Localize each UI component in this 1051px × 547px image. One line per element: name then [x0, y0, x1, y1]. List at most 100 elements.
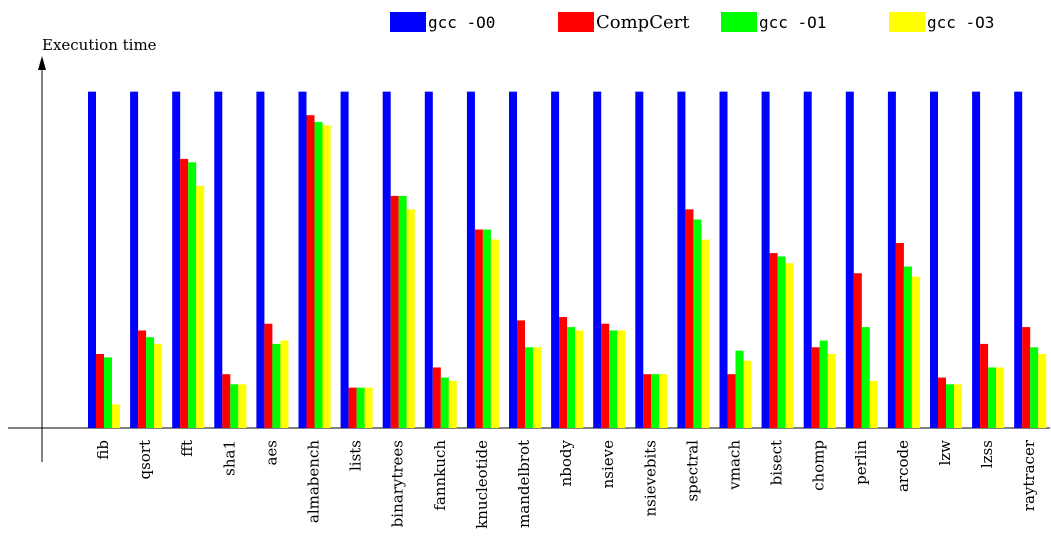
- bar: [146, 337, 155, 428]
- bar: [1022, 327, 1031, 428]
- bar: [214, 91, 223, 429]
- bar: [390, 195, 399, 428]
- x-tick-label: arcode: [894, 440, 912, 492]
- legend-label: CompCert: [596, 12, 690, 33]
- bar: [735, 350, 744, 428]
- bar: [88, 91, 96, 429]
- x-tick-label: lzss: [978, 440, 996, 468]
- bar: [466, 91, 475, 429]
- legend-label: gcc -O0: [428, 13, 495, 32]
- bar: [972, 91, 981, 429]
- bar: [440, 377, 449, 428]
- x-tick-label: sha1: [220, 440, 238, 476]
- x-tick-label: fib: [94, 440, 112, 460]
- bar: [272, 343, 281, 428]
- x-tick-label: raytracer: [1020, 439, 1038, 511]
- y-axis-arrow: [38, 56, 46, 70]
- bar: [743, 360, 752, 428]
- legend-swatch: [889, 12, 925, 32]
- bar: [980, 343, 989, 428]
- bar: [322, 125, 331, 428]
- bar: [104, 357, 112, 428]
- x-tick-label: spectral: [683, 440, 701, 502]
- bar: [180, 158, 189, 428]
- bar: [238, 384, 247, 428]
- bar: [861, 327, 870, 428]
- x-tick-label: bisect: [768, 440, 786, 485]
- bar: [230, 384, 239, 428]
- bar: [651, 374, 660, 428]
- bar: [448, 380, 457, 428]
- bar: [138, 330, 147, 428]
- bar: [525, 347, 533, 428]
- bar: [769, 253, 778, 428]
- bar: [364, 387, 373, 428]
- x-tick-label: binarytrees: [389, 440, 407, 527]
- bar: [869, 380, 878, 428]
- bar: [96, 354, 104, 428]
- bar: [314, 121, 323, 428]
- x-tick-label: nsieve: [599, 440, 617, 489]
- bar: [406, 209, 415, 428]
- x-tick-label: mandelbrot: [515, 440, 533, 528]
- bar: [298, 91, 307, 429]
- bar: [188, 162, 197, 429]
- bar: [567, 327, 576, 428]
- bar: [112, 404, 120, 428]
- x-tick-label: fannkuch: [431, 440, 449, 511]
- bar: [761, 91, 770, 429]
- bar: [903, 266, 912, 428]
- bar: [1038, 354, 1047, 428]
- bar: [382, 91, 391, 429]
- x-tick-label: chomp: [810, 440, 828, 491]
- bar: [172, 91, 181, 429]
- bar: [222, 374, 231, 428]
- bar: [474, 229, 483, 428]
- bar: [306, 115, 315, 428]
- bar: [946, 384, 954, 428]
- bar: [424, 91, 433, 429]
- bar: [575, 330, 584, 428]
- legend-swatch: [721, 12, 757, 32]
- bar: [895, 243, 904, 428]
- bar: [887, 91, 896, 429]
- x-tick-label: perlin: [852, 440, 870, 485]
- bar: [677, 91, 686, 429]
- x-tick-label: qsort: [136, 440, 154, 480]
- bar: [930, 91, 938, 429]
- bar: [356, 387, 365, 428]
- legend-swatch: [390, 12, 426, 32]
- bar: [601, 323, 610, 428]
- x-tick-label: aes: [262, 440, 280, 466]
- bar: [853, 273, 862, 428]
- bar: [954, 384, 962, 428]
- bar: [685, 209, 694, 428]
- bar: [803, 91, 812, 429]
- x-tick-label: lzw: [936, 440, 954, 466]
- legend-label: gcc -O3: [927, 13, 994, 32]
- x-tick-label: nbody: [557, 439, 575, 486]
- bar: [398, 195, 407, 428]
- bar: [196, 185, 205, 428]
- bar: [1030, 347, 1039, 428]
- bar: [280, 340, 289, 428]
- x-tick-label: fft: [178, 440, 196, 457]
- bar: [551, 91, 560, 429]
- x-tick-label: almabench: [305, 440, 323, 523]
- bar: [340, 91, 349, 429]
- bar: [482, 229, 491, 428]
- bar: [348, 387, 357, 428]
- bar: [988, 367, 997, 428]
- bar: [996, 367, 1005, 428]
- bar: [256, 91, 265, 429]
- y-axis-label: Execution time: [42, 36, 157, 54]
- bar: [130, 91, 139, 429]
- x-tick-label: knucleotide: [473, 440, 491, 529]
- bar: [845, 91, 854, 429]
- bar: [701, 239, 710, 428]
- bar: [559, 317, 568, 428]
- bar: [643, 374, 652, 428]
- bar: [635, 91, 644, 429]
- x-tick-label: vmach: [726, 440, 744, 491]
